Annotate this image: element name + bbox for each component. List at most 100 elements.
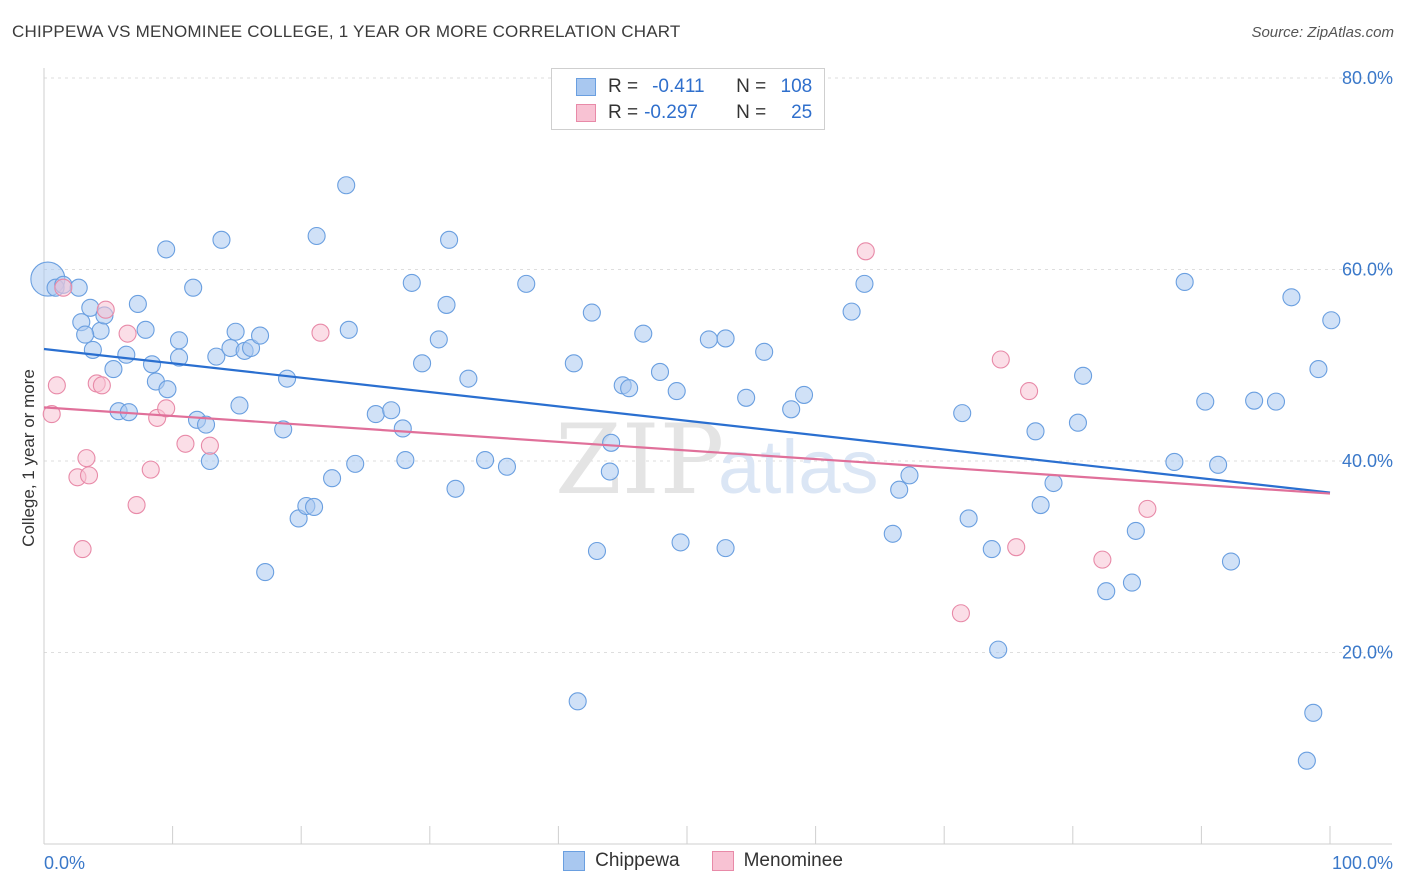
point-menominee (1138, 499, 1157, 518)
point-chippewa (274, 420, 293, 439)
point-chippewa (1266, 392, 1286, 411)
point-chippewa (782, 400, 801, 419)
legend-row-chippewa: R = -0.411 N = 108 (576, 74, 812, 100)
point-chippewa (196, 415, 216, 434)
point-chippewa (587, 541, 607, 561)
point-chippewa (69, 278, 88, 297)
point-chippewa (568, 692, 587, 711)
point-chippewa (650, 362, 670, 382)
x-tick-label-min: 0.0% (44, 853, 85, 873)
point-chippewa (307, 226, 326, 246)
legend-r-value: -0.297 (644, 102, 698, 123)
point-chippewa (959, 509, 978, 528)
legend-swatch-chippewa (563, 851, 586, 871)
point-chippewa (699, 330, 718, 349)
point-chippewa (1074, 366, 1093, 385)
point-menominee (176, 434, 195, 453)
stats-legend: R = -0.411 N = 108 R = -0.297 N = 25 (551, 68, 825, 130)
point-chippewa (855, 274, 874, 293)
point-chippewa (184, 278, 203, 297)
point-chippewa (323, 469, 342, 488)
point-menominee (96, 300, 115, 319)
data-points (30, 176, 1341, 770)
point-chippewa (128, 294, 147, 314)
point-chippewa (169, 348, 189, 367)
point-chippewa (382, 401, 401, 420)
watermark-atlas: atlas (718, 425, 879, 510)
point-menominee (127, 495, 146, 515)
point-chippewa (230, 396, 249, 415)
point-menominee (118, 324, 137, 343)
grid-lines (44, 77, 1392, 653)
legend-swatch-menominee (711, 851, 734, 871)
legend-swatch-menominee (576, 104, 596, 122)
point-chippewa (250, 326, 270, 345)
point-chippewa (1322, 311, 1341, 330)
series-legend: Chippewa Menominee (0, 850, 1406, 872)
point-chippewa (1309, 360, 1328, 379)
point-chippewa (1175, 272, 1194, 291)
y-tick-label: 20.0% (1342, 643, 1393, 663)
point-menominee (141, 460, 160, 479)
legend-item-menominee[interactable]: Menominee (711, 850, 843, 872)
legend-label-chippewa: Chippewa (595, 850, 680, 871)
point-chippewa (890, 480, 909, 499)
point-chippewa (1031, 495, 1050, 515)
point-chippewa (1026, 422, 1045, 441)
point-chippewa (339, 320, 358, 339)
trend-line-menominee (43, 406, 1331, 495)
point-chippewa (104, 360, 123, 379)
trend-line-chippewa (43, 347, 1331, 494)
point-chippewa (900, 466, 919, 485)
point-chippewa (1097, 582, 1116, 601)
point-chippewa (393, 419, 412, 438)
point-chippewa (337, 176, 356, 195)
legend-n-label: N = (736, 76, 767, 97)
point-chippewa (459, 369, 478, 388)
point-menominee (77, 449, 96, 468)
point-chippewa (402, 273, 421, 292)
point-menominee (1007, 538, 1026, 557)
point-menominee (79, 466, 99, 485)
point-chippewa (737, 388, 756, 407)
point-chippewa (1165, 452, 1184, 472)
point-menominee (54, 278, 73, 297)
point-menominee (856, 242, 875, 261)
point-menominee (1093, 550, 1112, 569)
point-chippewa (982, 540, 1001, 559)
legend-swatch-chippewa (576, 78, 596, 96)
point-chippewa (91, 321, 110, 340)
point-chippewa (602, 433, 621, 452)
axes (43, 68, 1392, 845)
point-chippewa (883, 524, 902, 543)
point-chippewa (1044, 473, 1063, 493)
point-menominee (200, 436, 219, 455)
point-chippewa (76, 325, 95, 344)
watermark-zip: ZIP (555, 404, 724, 516)
point-chippewa (667, 382, 686, 401)
legend-item-chippewa[interactable]: Chippewa (563, 850, 680, 872)
point-chippewa (136, 320, 155, 339)
point-chippewa (1304, 703, 1323, 722)
point-chippewa (200, 451, 219, 471)
point-chippewa (305, 497, 324, 517)
point-chippewa (755, 342, 774, 361)
point-chippewa (620, 379, 639, 398)
point-chippewa (396, 450, 415, 470)
point-menominee (47, 376, 66, 395)
point-chippewa (716, 539, 735, 558)
point-chippewa (1282, 288, 1301, 307)
point-chippewa (716, 329, 735, 348)
y-tick-label: 60.0% (1342, 260, 1393, 280)
point-chippewa (346, 454, 365, 473)
point-chippewa (278, 369, 297, 388)
point-chippewa (226, 322, 245, 341)
trend-lines (43, 347, 1331, 495)
point-chippewa (582, 303, 601, 322)
point-chippewa (1209, 455, 1228, 474)
point-chippewa (429, 330, 448, 349)
point-chippewa (497, 457, 517, 476)
x-tick-labels: 0.0% 100.0% (44, 853, 1393, 873)
point-menominee (311, 323, 330, 342)
